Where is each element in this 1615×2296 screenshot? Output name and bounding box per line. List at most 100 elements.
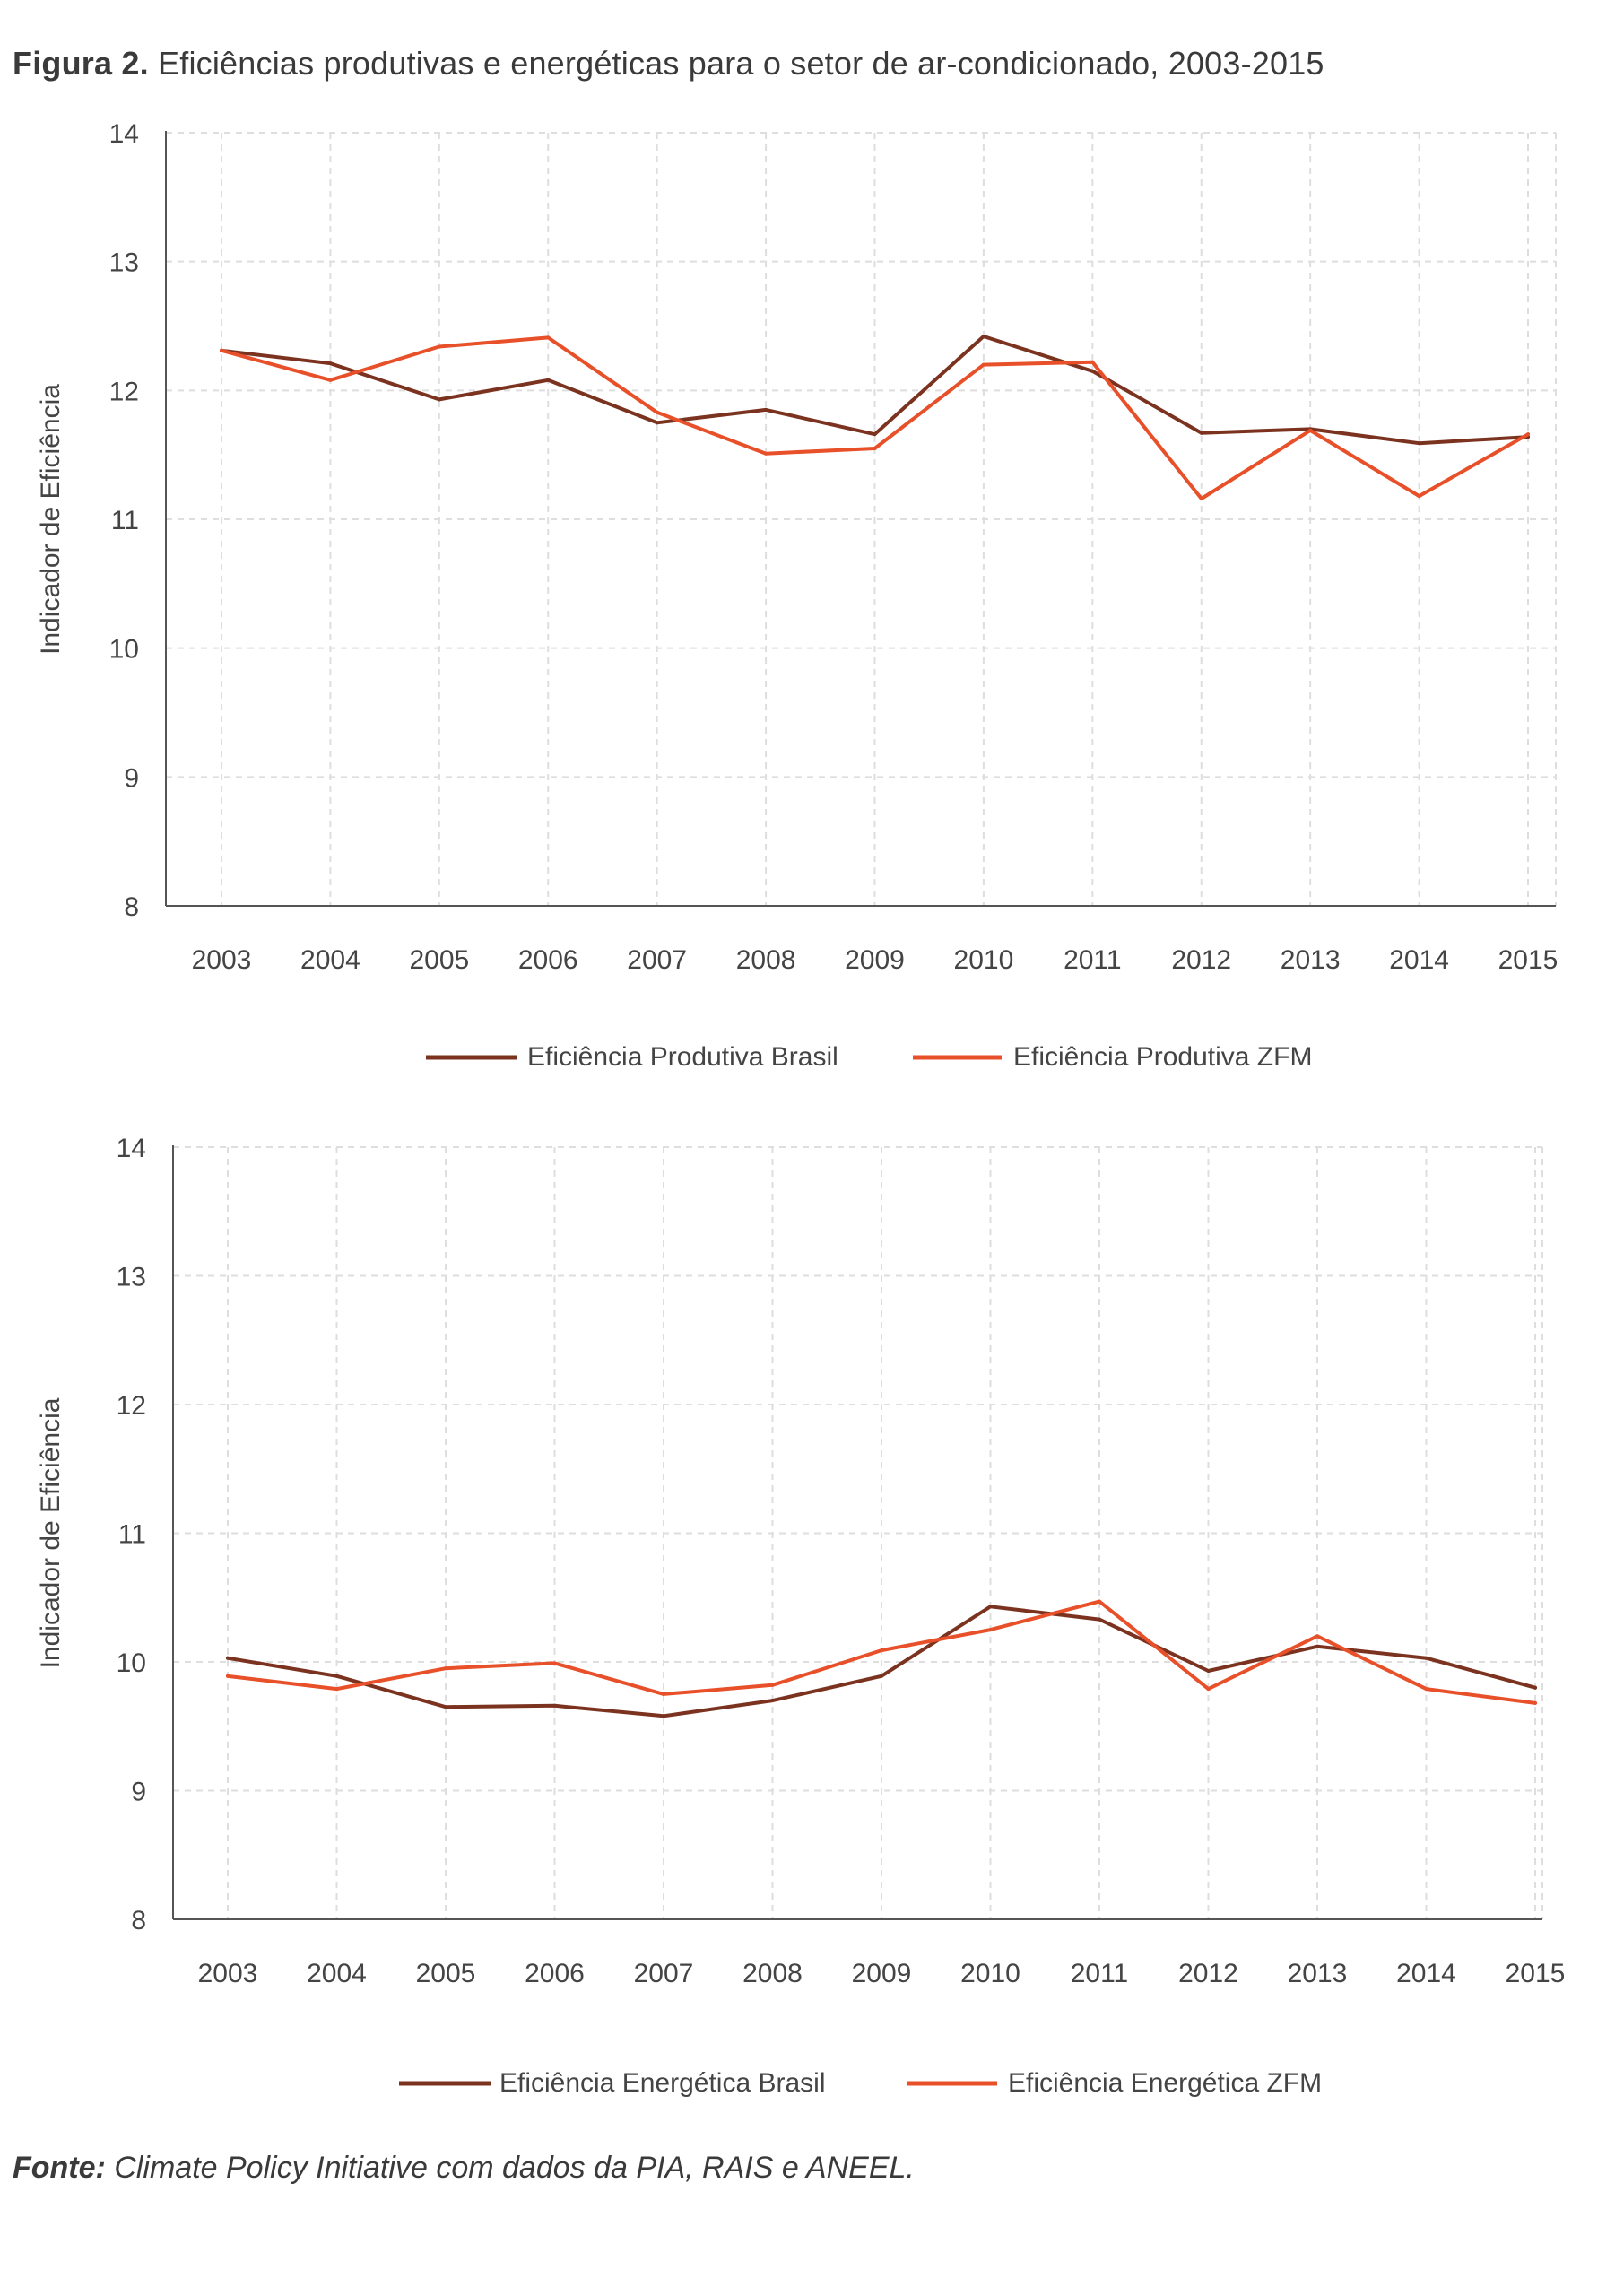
- data-point-brasil: [988, 1605, 993, 1609]
- y-tick-label: 9: [124, 763, 139, 793]
- data-point-zfm: [662, 1692, 665, 1696]
- x-tick-label: 2014: [1389, 945, 1449, 975]
- data-point-zfm: [1315, 1634, 1319, 1639]
- y-tick-label: 14: [117, 1134, 146, 1163]
- data-point-brasil: [1098, 1617, 1101, 1622]
- y-tick-label: 13: [117, 1263, 146, 1292]
- x-tick-label: 2009: [845, 945, 905, 975]
- data-point-brasil: [1533, 1685, 1537, 1690]
- data-point-zfm: [988, 1628, 993, 1632]
- data-point-zfm: [226, 1674, 230, 1678]
- data-point-zfm: [1308, 428, 1313, 432]
- legend-label: Eficiência Produtiva ZFM: [1013, 1042, 1312, 1072]
- x-tick-label: 2012: [1178, 1959, 1238, 1988]
- figure-title-lead: Figura 2.: [13, 45, 149, 82]
- data-point-brasil: [764, 407, 768, 412]
- data-point-zfm: [220, 348, 223, 352]
- x-tick-label: 2003: [198, 1959, 258, 1988]
- data-point-zfm: [1199, 497, 1203, 501]
- source-lead: Fonte:: [13, 2151, 106, 2185]
- data-point-brasil: [552, 1703, 557, 1708]
- chart-produtiva: 8 9 10 11 12 13 14 2003 2004 2005 2006 2007 2008 2009…: [36, 119, 1559, 1072]
- data-point-zfm: [334, 1687, 339, 1692]
- data-point-zfm: [764, 451, 768, 456]
- y-tick-label: 8: [124, 892, 139, 922]
- x-tick-label: 2006: [518, 945, 578, 975]
- legend-label: Eficiência Energética ZFM: [1008, 2068, 1322, 2098]
- y-axis-label: Indicador de Eficiência: [36, 384, 65, 655]
- x-tick-label: 2007: [627, 945, 687, 975]
- x-tick-label: 2013: [1288, 1959, 1348, 1988]
- y-tick-label: 12: [109, 377, 139, 406]
- data-point-zfm: [552, 1661, 557, 1665]
- data-point-brasil: [1315, 1644, 1319, 1648]
- data-point-brasil: [444, 1705, 447, 1709]
- x-tick-label: 2007: [634, 1959, 694, 1988]
- data-point-brasil: [662, 1714, 665, 1718]
- data-point-brasil: [1417, 441, 1421, 446]
- data-point-zfm: [873, 446, 877, 450]
- data-point-zfm: [1526, 432, 1530, 437]
- x-tick-label: 2005: [409, 945, 469, 975]
- data-point-brasil: [437, 397, 441, 402]
- x-tick-label: 2005: [416, 1959, 476, 1988]
- data-point-zfm: [1417, 494, 1421, 499]
- data-point-brasil: [1090, 369, 1095, 373]
- y-tick-label: 13: [109, 248, 139, 278]
- data-point-zfm: [1424, 1687, 1428, 1692]
- x-tick-label: 2008: [742, 1959, 803, 1988]
- x-tick-label: 2012: [1171, 945, 1231, 975]
- data-point-brasil: [1199, 430, 1203, 435]
- y-tick-label: 12: [117, 1391, 146, 1421]
- data-point-zfm: [655, 410, 659, 414]
- y-tick-label: 10: [117, 1648, 146, 1678]
- y-tick-label: 8: [131, 1906, 146, 1935]
- data-point-zfm: [770, 1683, 775, 1687]
- figure-title-text: Eficiências produtivas e energéticas par…: [158, 45, 1324, 82]
- y-tick-label: 11: [118, 1520, 146, 1550]
- y-tick-label: 11: [111, 506, 139, 535]
- y-tick-label: 9: [131, 1778, 146, 1807]
- data-point-zfm: [444, 1666, 447, 1671]
- x-tick-label: 2010: [954, 945, 1014, 975]
- data-point-zfm: [1533, 1700, 1537, 1705]
- data-point-brasil: [546, 378, 551, 382]
- data-point-brasil: [981, 334, 985, 338]
- data-point-brasil: [226, 1656, 230, 1660]
- data-point-brasil: [1206, 1669, 1211, 1674]
- source-text: Climate Policy Initiative com dados da P…: [114, 2151, 915, 2185]
- x-tick-label: 2015: [1506, 1959, 1566, 1988]
- data-point-brasil: [334, 1674, 339, 1678]
- data-point-brasil: [1424, 1656, 1428, 1660]
- chart-energetica: 8 9 10 11 12 13 14 2003 2004 2005 2006 2007 2008 2009…: [36, 1134, 1566, 2098]
- data-point-zfm: [981, 362, 985, 367]
- data-point-zfm: [880, 1648, 883, 1653]
- x-tick-label: 2013: [1281, 945, 1341, 975]
- y-tick-label: 14: [109, 119, 139, 149]
- source-note: Fonte: Climate Policy Initiative com dad…: [13, 2151, 915, 2186]
- x-tick-label: 2010: [960, 1959, 1020, 1988]
- legend-label: Eficiência Produtiva Brasil: [527, 1042, 838, 1072]
- x-tick-label: 2011: [1071, 1959, 1129, 1988]
- x-tick-label: 2008: [736, 945, 796, 975]
- data-point-brasil: [880, 1674, 883, 1678]
- data-point-brasil: [873, 432, 877, 437]
- x-tick-label: 2003: [192, 945, 252, 975]
- x-tick-label: 2006: [525, 1959, 585, 1988]
- legend-label: Eficiência Energética Brasil: [499, 2068, 826, 2098]
- y-axis-label: Indicador de Eficiência: [36, 1397, 65, 1668]
- data-point-zfm: [437, 344, 441, 349]
- data-point-brasil: [328, 361, 333, 366]
- data-point-brasil: [655, 421, 659, 425]
- data-point-zfm: [546, 335, 551, 340]
- data-point-brasil: [770, 1699, 775, 1703]
- data-point-zfm: [1206, 1687, 1211, 1692]
- x-tick-label: 2004: [307, 1959, 367, 1988]
- data-point-zfm: [1090, 360, 1095, 364]
- x-tick-label: 2009: [852, 1959, 912, 1988]
- figure-title: Figura 2. Eficiências produtivas e energ…: [13, 45, 1324, 83]
- x-tick-label: 2014: [1396, 1959, 1456, 1988]
- x-tick-label: 2011: [1064, 945, 1122, 975]
- data-point-zfm: [328, 378, 333, 382]
- x-tick-label: 2015: [1498, 945, 1559, 975]
